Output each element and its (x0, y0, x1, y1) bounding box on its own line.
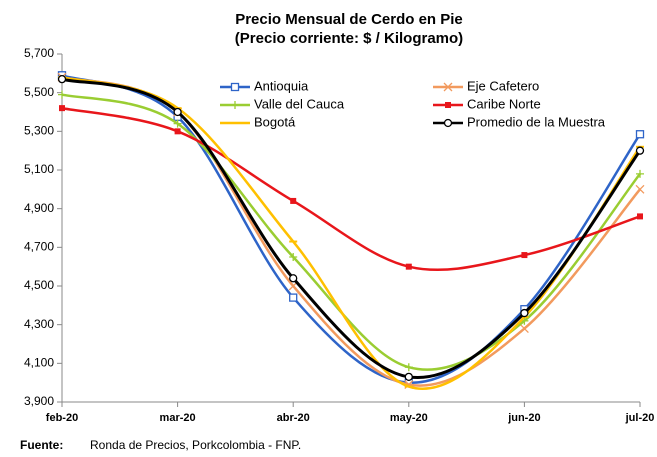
x-tick-label: may-20 (390, 412, 428, 424)
y-tick-label: 4,500 (24, 278, 54, 292)
marker (58, 90, 66, 99)
marker (405, 263, 412, 270)
series-line (61, 106, 641, 272)
marker (637, 213, 643, 220)
marker (635, 184, 645, 194)
y-tick-label: 3,900 (24, 394, 54, 408)
source-text: Ronda de Precios, Porkcolombia - FNP. (90, 438, 301, 452)
marker (289, 293, 298, 302)
marker (519, 324, 529, 333)
y-tick-label: 4,300 (24, 317, 54, 331)
y-tick-label: 5,100 (24, 162, 54, 176)
x-tick-label: jun-20 (507, 412, 540, 424)
y-tick-label: 5,700 (24, 46, 54, 60)
x-tick-label: feb-20 (46, 412, 78, 424)
marker (521, 252, 528, 259)
marker (173, 119, 182, 128)
series-line (61, 93, 641, 371)
marker (445, 102, 451, 108)
marker (59, 105, 65, 112)
marker (520, 308, 529, 318)
x-tick-label: jul-20 (625, 412, 655, 424)
legend-label: Eje Cafetero (467, 78, 539, 93)
marker (443, 82, 453, 92)
marker (173, 107, 182, 117)
marker (289, 274, 298, 283)
legend-label: Caribe Norte (467, 96, 541, 111)
x-tick-label: mar-20 (160, 412, 196, 424)
legend-label: Valle del Cauca (254, 96, 345, 111)
marker (404, 363, 413, 372)
marker (635, 130, 645, 139)
marker (290, 197, 297, 204)
marker (404, 372, 413, 382)
marker (443, 118, 453, 128)
y-tick-label: 4,900 (24, 201, 54, 215)
marker (230, 82, 240, 92)
legend-label: Promedio de la Muestra (467, 114, 606, 129)
marker (289, 253, 298, 261)
marker (636, 169, 644, 178)
y-tick-label: 4,700 (24, 240, 54, 254)
source-label: Fuente: (20, 438, 63, 452)
marker (635, 146, 645, 155)
marker (57, 74, 67, 84)
marker (174, 128, 181, 135)
legend-label: Antioquia (254, 78, 309, 93)
y-tick-label: 4,100 (24, 356, 54, 370)
legend-label: Bogotá (254, 114, 296, 129)
chart-subtitle: (Precio corriente: $ / Kilogramo) (235, 30, 463, 47)
y-tick-label: 5,300 (24, 124, 54, 138)
x-tick-label: abr-20 (277, 412, 310, 424)
y-tick-label: 5,500 (24, 85, 54, 99)
marker (231, 101, 239, 109)
chart-title: Precio Mensual de Cerdo en Pie (235, 11, 463, 28)
